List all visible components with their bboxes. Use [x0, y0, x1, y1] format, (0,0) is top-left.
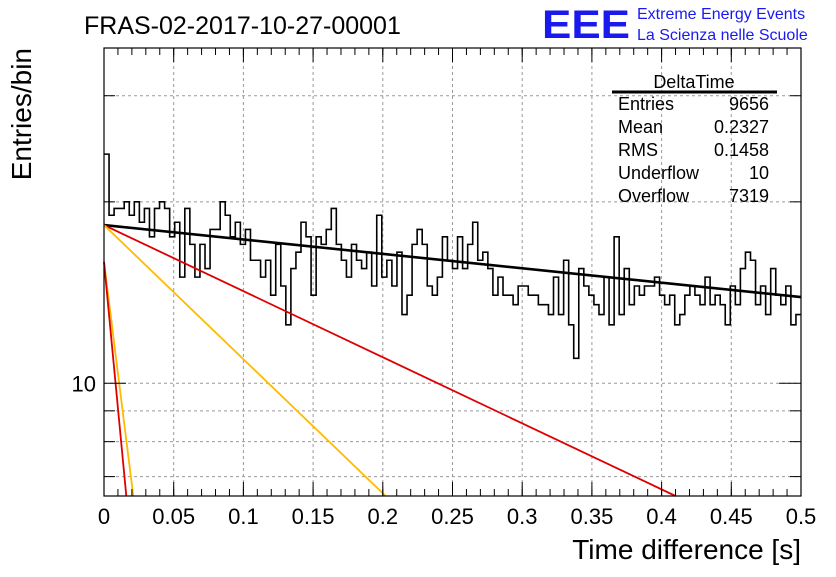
stats-box-rows: Entries 9656 Mean 0.2327 RMS 0.1458 Underflow 1…	[618, 94, 769, 206]
stats-box: DeltaTime Entries 9656 Mean 0.2327 RMS 0.1458…	[612, 72, 777, 206]
fit-line	[103, 224, 676, 497]
stats-value: 0.2327	[714, 117, 769, 137]
stats-value: 10	[749, 163, 769, 183]
stats-value: 9656	[729, 94, 769, 114]
stats-label: Entries	[618, 94, 674, 114]
x-tick-label: 0.25	[431, 504, 474, 529]
x-tick-label: 0.35	[570, 504, 613, 529]
stats-label: Overflow	[618, 186, 690, 206]
stats-label: Underflow	[618, 163, 700, 183]
y-axis-label: Entries/bin	[6, 48, 37, 180]
stats-value: 0.1458	[714, 140, 769, 160]
x-tick-label: 0.15	[292, 504, 335, 529]
x-tick-label: 0.05	[152, 504, 195, 529]
fit-line	[103, 261, 128, 497]
stats-box-title: DeltaTime	[653, 72, 734, 92]
axis-ticks	[103, 48, 802, 496]
eee-logo-mark: EEE	[542, 3, 630, 47]
fit-lines	[103, 223, 802, 497]
fit-line	[103, 224, 387, 497]
eee-logo-line-1: Extreme Energy Events	[637, 6, 805, 23]
x-tick-labels: 0 0.05 0.1 0.15 0.2 0.25 0.3 0.35 0.4 0.45 0.5	[98, 504, 816, 529]
x-tick-label: 0.45	[710, 504, 753, 529]
stats-value: 7319	[729, 186, 769, 206]
x-tick-label: 0.4	[646, 504, 677, 529]
x-tick-label: 0.1	[228, 504, 259, 529]
y-tick-labels: 10	[72, 371, 96, 396]
stats-label: RMS	[618, 140, 658, 160]
x-tick-label: 0.3	[507, 504, 538, 529]
eee-logo: EEE Extreme Energy Events La Scienza nel…	[542, 3, 808, 47]
x-tick-label: 0	[98, 504, 110, 529]
x-tick-label: 0.2	[368, 504, 399, 529]
y-tick-label: 10	[72, 371, 96, 396]
grid	[104, 48, 801, 496]
eee-logo-line-2: La Scienza nelle Scuole	[637, 27, 808, 44]
x-tick-label: 0.5	[786, 504, 817, 529]
fit-line	[103, 261, 135, 497]
stats-label: Mean	[618, 117, 663, 137]
chart-title: FRAS-02-2017-10-27-00001	[84, 12, 401, 40]
x-axis-label: Time difference [s]	[572, 534, 801, 565]
fit-line	[103, 223, 802, 299]
